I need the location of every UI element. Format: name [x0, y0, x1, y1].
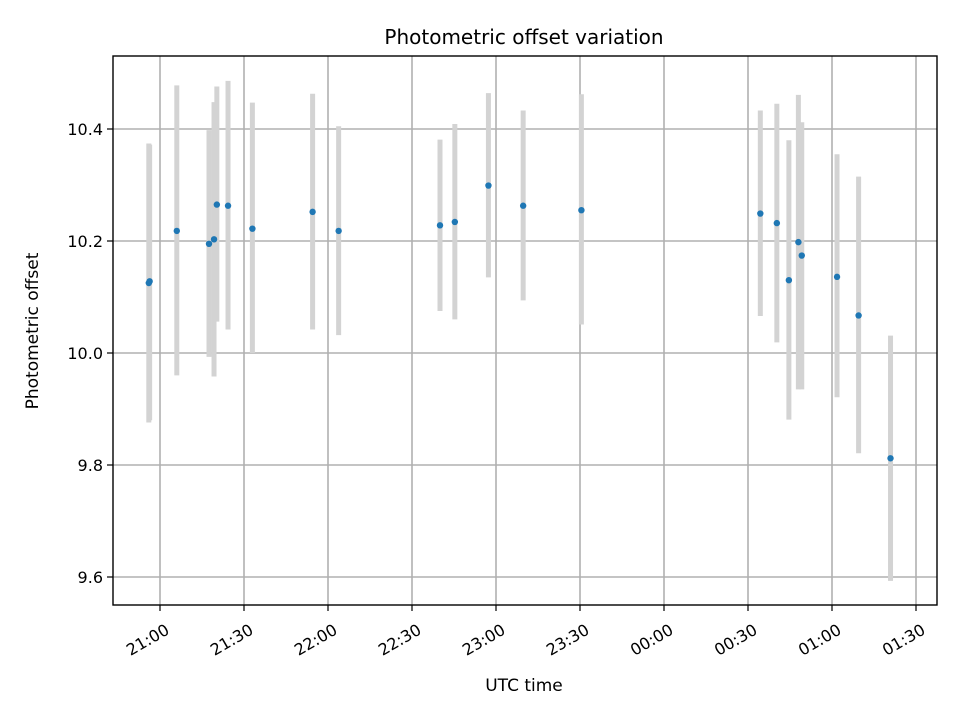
- data-point: [519, 202, 527, 209]
- data-point: [213, 201, 221, 208]
- y-tick-label: 10.0: [67, 344, 103, 363]
- x-tick-label: 21:30: [207, 620, 256, 660]
- errorbar-layer: [146, 80, 894, 581]
- chart-title: Photometric offset variation: [384, 25, 663, 49]
- data-point: [773, 219, 781, 227]
- y-tick-label: 9.8: [78, 456, 103, 475]
- y-tick-label: 10.4: [67, 120, 103, 139]
- plot-frame: [112, 55, 938, 606]
- data-point: [173, 227, 180, 235]
- data-point: [855, 312, 862, 319]
- data-point: [309, 208, 316, 216]
- data-point: [224, 202, 232, 209]
- data-point: [785, 277, 793, 284]
- x-tick-label: 21:00: [123, 620, 172, 660]
- data-point: [146, 278, 153, 285]
- x-axis: 21:00 21:30 22:00 22:30 23:00 23:30 00:00 00:30…: [123, 605, 928, 660]
- data-point: [205, 240, 213, 247]
- y-tick-label: 10.2: [67, 232, 103, 251]
- point-layer: [145, 182, 894, 462]
- data-point: [757, 210, 764, 217]
- y-axis-label: Photometric offset: [23, 252, 43, 409]
- data-point: [833, 273, 841, 281]
- x-tick-label: 00:00: [627, 620, 676, 660]
- data-point: [578, 207, 585, 214]
- y-tick-label: 9.6: [78, 568, 103, 587]
- x-tick-label: 00:30: [711, 620, 760, 660]
- x-tick-label: 01:30: [879, 620, 928, 660]
- x-tick-label: 01:00: [795, 620, 844, 660]
- x-tick-label: 22:30: [375, 620, 424, 660]
- data-point: [210, 236, 218, 243]
- data-point: [798, 252, 805, 259]
- data-point: [451, 218, 459, 226]
- x-tick-label: 22:00: [291, 620, 340, 660]
- data-point: [249, 225, 256, 232]
- data-point: [795, 238, 802, 246]
- y-axis: 9.6 9.8 10.0 10.2 10.4: [67, 120, 113, 587]
- data-point: [887, 455, 894, 462]
- x-tick-label: 23:00: [459, 620, 508, 660]
- x-tick-label: 23:30: [543, 620, 592, 660]
- data-point: [485, 182, 492, 189]
- data-point: [335, 227, 342, 235]
- data-point: [436, 222, 444, 229]
- x-axis-label: UTC time: [485, 676, 563, 696]
